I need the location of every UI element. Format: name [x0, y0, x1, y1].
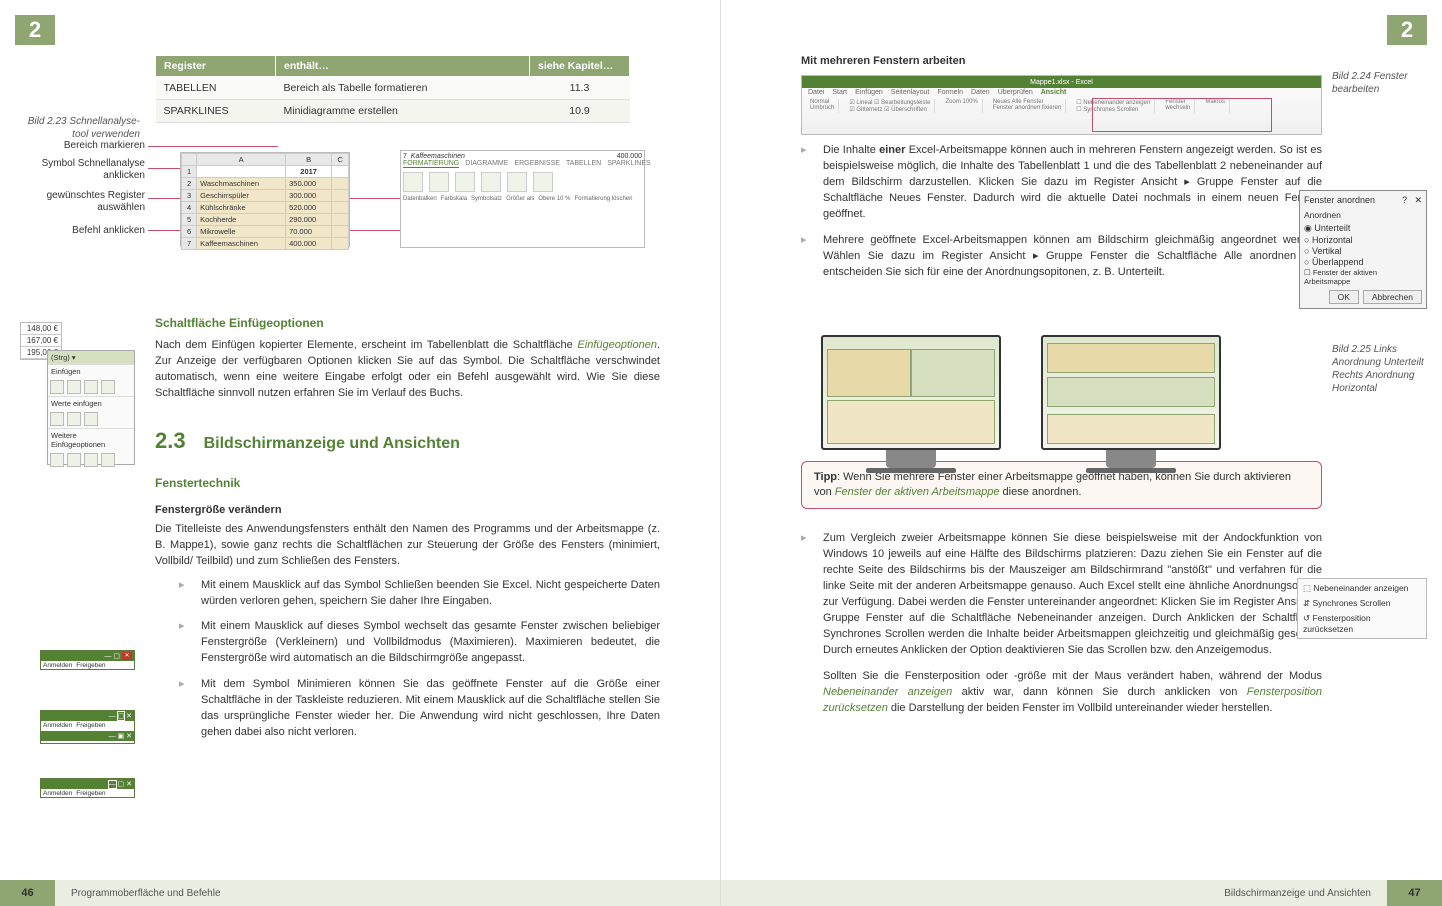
- callout-1: Bereich markieren: [30, 140, 145, 152]
- callout-line: [148, 168, 183, 169]
- fig-caption-2-23: Bild 2.23 Schnellanalyse-tool verwenden: [25, 115, 140, 141]
- callout-2: Symbol Schnellanalyse anklicken: [30, 158, 145, 182]
- list-item: ▸ Mit dem Symbol Minimieren können Sie d…: [179, 677, 660, 741]
- list-item: ▸ Mehrere geöffnete Excel-Arbeitsmappen …: [801, 233, 1322, 281]
- col-kapitel: siehe Kapitel…: [530, 56, 630, 77]
- chapter-tab: 2: [15, 15, 55, 45]
- figure-paste-options-menu: (Strg) ▾ Einfügen Werte einfügen Weitere…: [47, 350, 135, 465]
- heading-einfuegeoptionen: Schaltfläche Einfügeoptionen: [155, 316, 660, 330]
- figure-dialog-fenster-anordnen: Fenster anordnen? ✕ Anordnen ◉ Unterteil…: [1299, 190, 1427, 309]
- footer-left: 46 Programmoberfläche und Befehle: [0, 880, 720, 906]
- page-number: 46: [0, 880, 55, 906]
- para-einfuegeoptionen: Nach dem Einfügen kopierter Elemente, er…: [155, 338, 660, 402]
- table-row: SPARKLINES Minidiagramme erstellen 10.9: [156, 100, 630, 123]
- footer-chapter-title: Programmoberfläche und Befehle: [55, 880, 720, 906]
- list-item: ▸ Mit einem Mausklick auf dieses Symbol …: [179, 619, 660, 667]
- figure-ribbon-ansicht: Mappe1.xlsx - Excel DateiStart EinfügenS…: [801, 75, 1322, 135]
- fig-caption-2-25: Bild 2.25 Links Anordnung Unterteilt Rec…: [1332, 343, 1427, 395]
- heading-fenstertechnik: Fenstertechnik: [155, 476, 660, 490]
- figure-monitor-unterteilt: [821, 335, 1001, 475]
- figure-titlebar-maximize: —▢✕ AnmeldenFreigeben —▣✕: [40, 710, 135, 744]
- footer-right: 47 Bildschirmanzeige und Ansichten: [721, 880, 1442, 906]
- figure-titlebar-minimize: —▢✕ AnmeldenFreigeben: [40, 778, 135, 798]
- heading-mehrere-fenster: Mit mehreren Fenstern arbeiten: [801, 55, 1322, 67]
- figure-monitor-horizontal: [1041, 335, 1221, 475]
- heading-fenstergroesse: Fenstergröße verändern: [155, 504, 660, 516]
- page-left: 2 Bild 2.23 Schnellanalyse-tool verwende…: [0, 0, 721, 906]
- figure-option-list: ⬚ Nebeneinander anzeigen ⇵ Synchrones Sc…: [1297, 578, 1427, 639]
- callout-3: gewünschtes Register auswählen: [30, 190, 145, 214]
- chapter-tab: 2: [1387, 15, 1427, 45]
- list-item: ▸ Mit einem Mausklick auf das Symbol Sch…: [179, 578, 660, 610]
- list-item: ▸ Die Inhalte einer Excel-Arbeitsmappe k…: [801, 143, 1322, 223]
- figure-quick-analysis: 7 Kaffeemaschinen400.000 FORMATIERUNG DI…: [400, 150, 645, 248]
- register-table: Register enthält… siehe Kapitel… TABELLE…: [155, 55, 630, 123]
- page-right: 2 Bild 2.24 Fenster bearbeiten Bild 2.25…: [721, 0, 1442, 906]
- figure-titlebar-close: —▢✕ AnmeldenFreigeben: [40, 650, 135, 670]
- para-fensterposition: Sollten Sie die Fensterposition oder -gr…: [823, 669, 1322, 717]
- callout-4: Befehl anklicken: [30, 225, 145, 237]
- col-enthaelt: enthält…: [276, 56, 530, 77]
- table-row: TABELLEN Bereich als Tabelle formatieren…: [156, 77, 630, 100]
- footer-chapter-title: Bildschirmanzeige und Ansichten: [721, 880, 1387, 906]
- col-register: Register: [156, 56, 276, 77]
- list-item: ▸ Zum Vergleich zweier Arbeitsmappe könn…: [801, 531, 1322, 659]
- page-number: 47: [1387, 880, 1442, 906]
- callout-line: [148, 146, 278, 147]
- para-titelleiste: Die Titelleiste des Anwendungsfensters e…: [155, 522, 660, 570]
- fig-caption-2-24: Bild 2.24 Fenster bearbeiten: [1332, 70, 1427, 96]
- figure-spreadsheet: ABC 12017 2Waschmaschinen350.000 3Geschi…: [180, 152, 350, 247]
- section-2-3: 2.3 Bildschirmanzeige und Ansichten: [155, 428, 660, 454]
